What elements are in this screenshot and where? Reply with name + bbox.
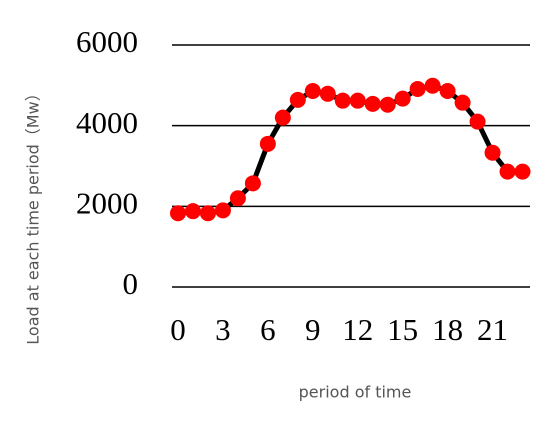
data-point <box>244 175 261 192</box>
data-point <box>259 135 276 152</box>
data-point <box>169 205 186 222</box>
data-point <box>334 92 351 109</box>
data-point <box>274 109 291 126</box>
y-tick-label: 4000 <box>76 105 138 140</box>
data-point <box>349 92 366 109</box>
x-tick-label: 6 <box>260 312 276 347</box>
y-tick-label: 2000 <box>76 185 138 220</box>
x-tick-label: 3 <box>215 312 231 347</box>
data-point <box>514 163 531 180</box>
data-point <box>289 91 306 108</box>
data-point <box>229 190 246 207</box>
x-tick-label: 0 <box>170 312 186 347</box>
data-point <box>439 82 456 99</box>
data-point <box>469 113 486 130</box>
x-tick-label: 18 <box>432 312 463 347</box>
data-point <box>454 94 471 111</box>
data-point <box>484 144 501 161</box>
x-tick-label: 21 <box>477 312 508 347</box>
x-tick-label: 15 <box>387 312 418 347</box>
x-tick-label: 9 <box>305 312 321 347</box>
data-point <box>199 205 216 222</box>
data-point <box>379 96 396 113</box>
data-point <box>319 85 336 102</box>
y-axis-label: Load at each time period（Mw） <box>24 85 43 344</box>
data-point <box>424 77 441 94</box>
series-line <box>177 83 523 216</box>
data-point <box>394 90 411 107</box>
x-tick-label: 12 <box>342 312 373 347</box>
data-point <box>364 95 381 112</box>
y-tick-label: 0 <box>123 266 139 301</box>
data-point <box>304 82 321 99</box>
data-point <box>499 163 516 180</box>
x-axis-label: period of time <box>299 383 412 402</box>
y-tick-label: 6000 <box>76 24 138 59</box>
data-point <box>184 203 201 220</box>
data-point <box>214 202 231 219</box>
data-point <box>409 80 426 97</box>
